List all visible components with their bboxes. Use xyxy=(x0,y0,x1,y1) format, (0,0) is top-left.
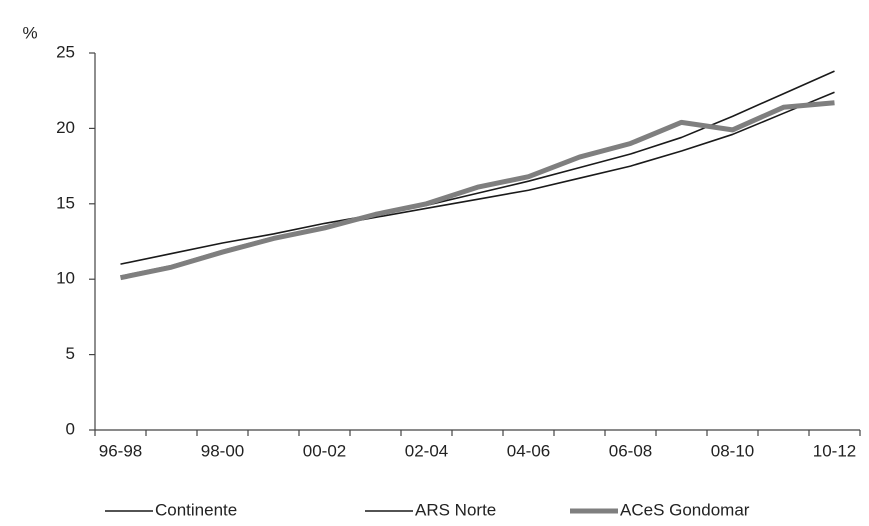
x-tick-label: 08-10 xyxy=(711,441,754,460)
y-tick-label: 15 xyxy=(56,193,75,212)
y-tick-label: 20 xyxy=(56,118,75,137)
x-tick-label: 06-08 xyxy=(609,441,652,460)
y-tick-label: 5 xyxy=(66,344,75,363)
legend-label: ARS Norte xyxy=(415,500,496,519)
y-tick-label: 0 xyxy=(66,419,75,438)
x-tick-label: 02-04 xyxy=(405,441,448,460)
y-tick-label: 10 xyxy=(56,269,75,288)
x-tick-label: 10-12 xyxy=(813,441,856,460)
x-tick-label: 96-98 xyxy=(99,441,142,460)
line-series xyxy=(120,70,835,265)
x-tick-label: 98-00 xyxy=(201,441,244,460)
legend-label: ACeS Gondomar xyxy=(620,500,750,519)
x-tick-label: 00-02 xyxy=(303,441,346,460)
y-tick-label: 25 xyxy=(56,42,75,61)
legend-label: Continente xyxy=(155,500,237,519)
x-tick-label: 04-06 xyxy=(507,441,550,460)
line-series xyxy=(119,100,835,281)
y-axis-label: % xyxy=(22,23,37,42)
